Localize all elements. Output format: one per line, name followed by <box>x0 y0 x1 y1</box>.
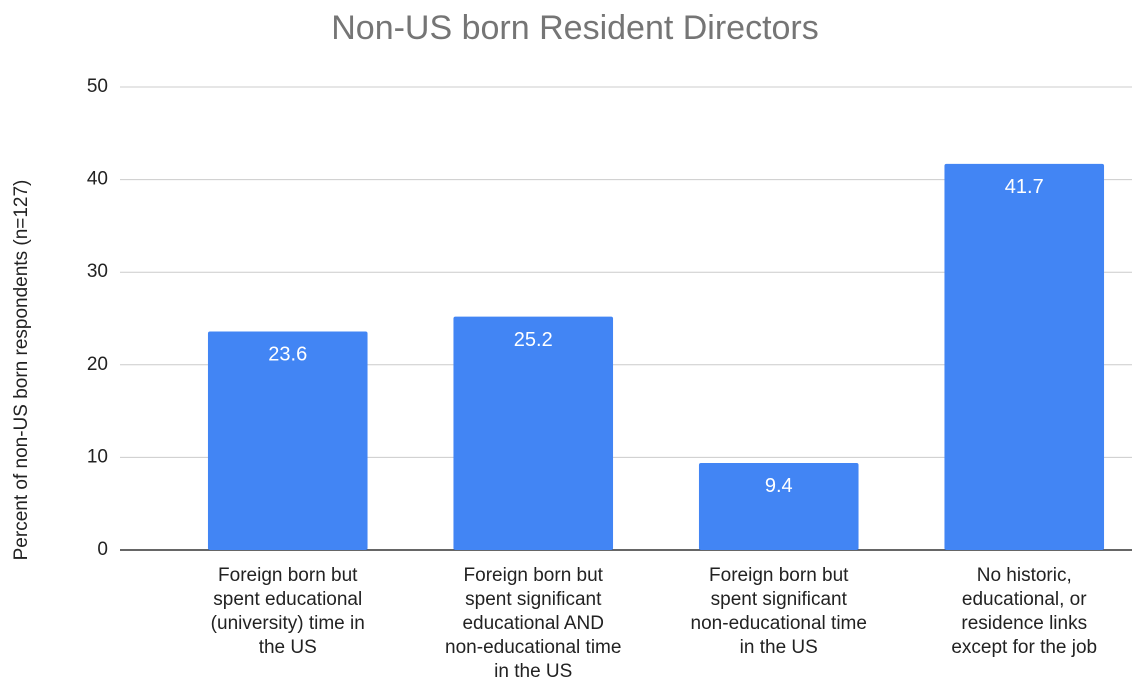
data-label: 9.4 <box>765 475 793 497</box>
x-tick-label: in the US <box>494 661 572 680</box>
x-tick-label: (university) time in <box>211 613 365 634</box>
x-tick-label: spent significant <box>711 589 848 610</box>
y-tick-label: 50 <box>87 76 108 97</box>
x-tick-label: educational, or <box>962 589 1087 610</box>
x-tick-label: spent significant <box>465 589 602 610</box>
chart-title: Non-US born Resident Directors <box>331 9 819 47</box>
x-tick-label: the US <box>259 637 317 658</box>
x-tick-label: non-educational time <box>691 613 867 634</box>
bar <box>944 163 1105 550</box>
data-label: 25.2 <box>514 329 553 351</box>
bar <box>453 316 614 550</box>
x-tick-label: spent educational <box>213 589 362 610</box>
bar <box>207 331 368 550</box>
x-tick-label: Foreign born but <box>464 565 604 586</box>
x-tick-label: non-educational time <box>445 637 621 658</box>
data-label: 41.7 <box>1005 176 1044 198</box>
x-tick-label: Foreign born but <box>218 565 358 586</box>
y-tick-label: 40 <box>87 169 108 190</box>
y-tick-label: 10 <box>87 446 108 467</box>
y-axis-label: Percent of non-US born respondents (n=12… <box>11 180 32 561</box>
x-tick-label: No historic, <box>977 565 1072 586</box>
x-tick-label: except for the job <box>951 637 1097 658</box>
x-tick-label: educational AND <box>462 613 604 634</box>
bar <box>698 462 859 550</box>
x-tick-label: residence links <box>961 613 1087 634</box>
y-tick-label: 30 <box>87 261 108 282</box>
y-tick-label: 0 <box>97 539 108 560</box>
x-tick-label: Foreign born but <box>709 565 849 586</box>
y-tick-label: 20 <box>87 354 108 375</box>
x-tick-label: in the US <box>740 637 818 658</box>
data-label: 23.6 <box>268 344 307 366</box>
